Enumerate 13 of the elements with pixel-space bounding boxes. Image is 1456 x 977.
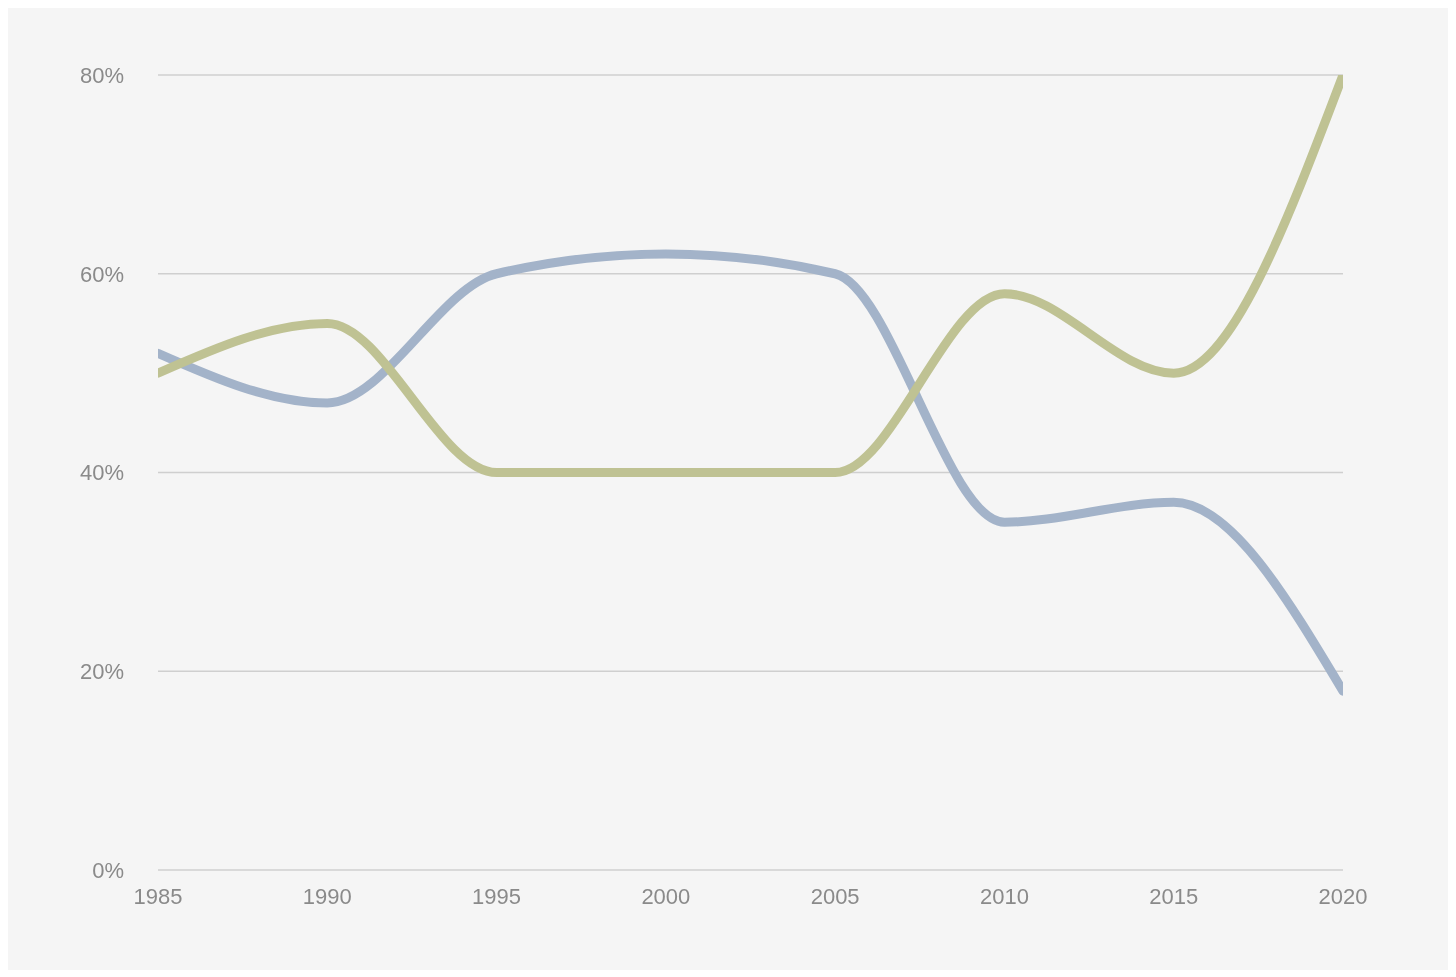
x-tick-label: 2015	[1149, 883, 1199, 909]
y-tick-label: 60%	[79, 261, 124, 287]
y-tick-label: 20%	[79, 659, 124, 685]
x-tick-label: 2010	[979, 883, 1029, 909]
y-tick-label: 0%	[92, 857, 124, 883]
x-tick-label: 2000	[641, 883, 691, 909]
x-tick-label: 1985	[133, 883, 183, 909]
x-tick-label: 1990	[302, 883, 352, 909]
x-tick-label: 1995	[472, 883, 522, 909]
y-tick-label: 80%	[79, 62, 124, 88]
x-tick-label: 2005	[810, 883, 860, 909]
x-tick-label: 2020	[1318, 883, 1368, 909]
y-tick-label: 40%	[79, 460, 124, 486]
